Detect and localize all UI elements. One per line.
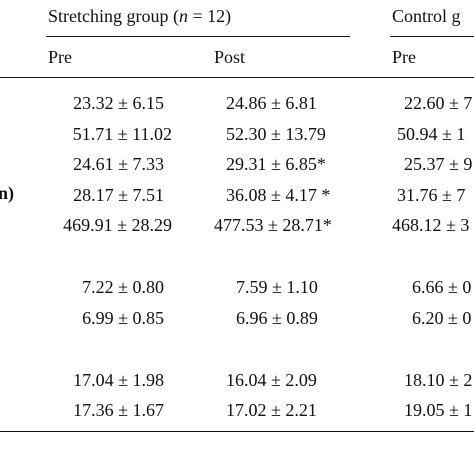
table-bottom-rule (0, 431, 474, 432)
row-7-pre: 6.99 ± 0.85 (82, 308, 164, 328)
control-group-rule (390, 36, 474, 37)
row-8-post: 16.04 ± 2.09 (226, 370, 317, 390)
subheader-control-pre: Pre (392, 47, 416, 67)
row-5-control-pre: 468.12 ± 3 (392, 215, 470, 235)
row-9-control-pre: 19.05 ± 1 (404, 400, 473, 420)
stretching-group-label: Stretching group ( (48, 6, 179, 26)
row-5-pre: 469.91 ± 28.29 (63, 215, 172, 235)
row-label-fragment: n) (0, 183, 15, 203)
row-9-pre: 17.36 ± 1.67 (73, 400, 164, 420)
subheader-post: Post (214, 47, 246, 67)
row-1-control-pre: 22.60 ± 7 (404, 93, 473, 113)
row-6-post: 7.59 ± 1.10 (236, 277, 318, 297)
stretching-group-n: n (178, 6, 188, 26)
row-2-post: 52.30 ± 13.79 (226, 124, 326, 144)
row-2-control-pre: 50.94 ± 1 (397, 124, 466, 144)
control-group-header: Control g (392, 6, 461, 26)
row-7-control-pre: 6.20 ± 0 (412, 308, 472, 328)
row-5-post: 477.53 ± 28.71* (214, 215, 332, 235)
row-4-post: 36.08 ± 4.17 * (226, 185, 331, 205)
stretching-group-rule (46, 36, 350, 37)
row-1-post: 24.86 ± 6.81 (226, 93, 317, 113)
row-1-pre: 23.32 ± 6.15 (73, 93, 164, 113)
row-2-pre: 51.71 ± 11.02 (72, 124, 172, 144)
row-3-pre: 24.61 ± 7.33 (73, 154, 164, 174)
stretching-group-count: = 12) (187, 6, 232, 26)
row-6-pre: 7.22 ± 0.80 (82, 277, 164, 297)
row-4-control-pre: 31.76 ± 7 (397, 185, 466, 205)
subheader-pre: Pre (48, 47, 72, 67)
row-4-pre: 28.17 ± 7.51 (73, 185, 164, 205)
row-8-control-pre: 18.10 ± 2 (404, 370, 473, 390)
row-6-control-pre: 6.66 ± 0 (412, 277, 472, 297)
row-8-pre: 17.04 ± 1.98 (73, 370, 164, 390)
row-3-control-pre: 25.37 ± 9 (404, 154, 473, 174)
header-bottom-rule (0, 77, 474, 78)
stretching-group-header: Stretching group (n = 12) (48, 5, 231, 27)
row-3-post: 29.31 ± 6.85* (226, 154, 326, 174)
row-9-post: 17.02 ± 2.21 (226, 400, 317, 420)
row-7-post: 6.96 ± 0.89 (236, 308, 318, 328)
